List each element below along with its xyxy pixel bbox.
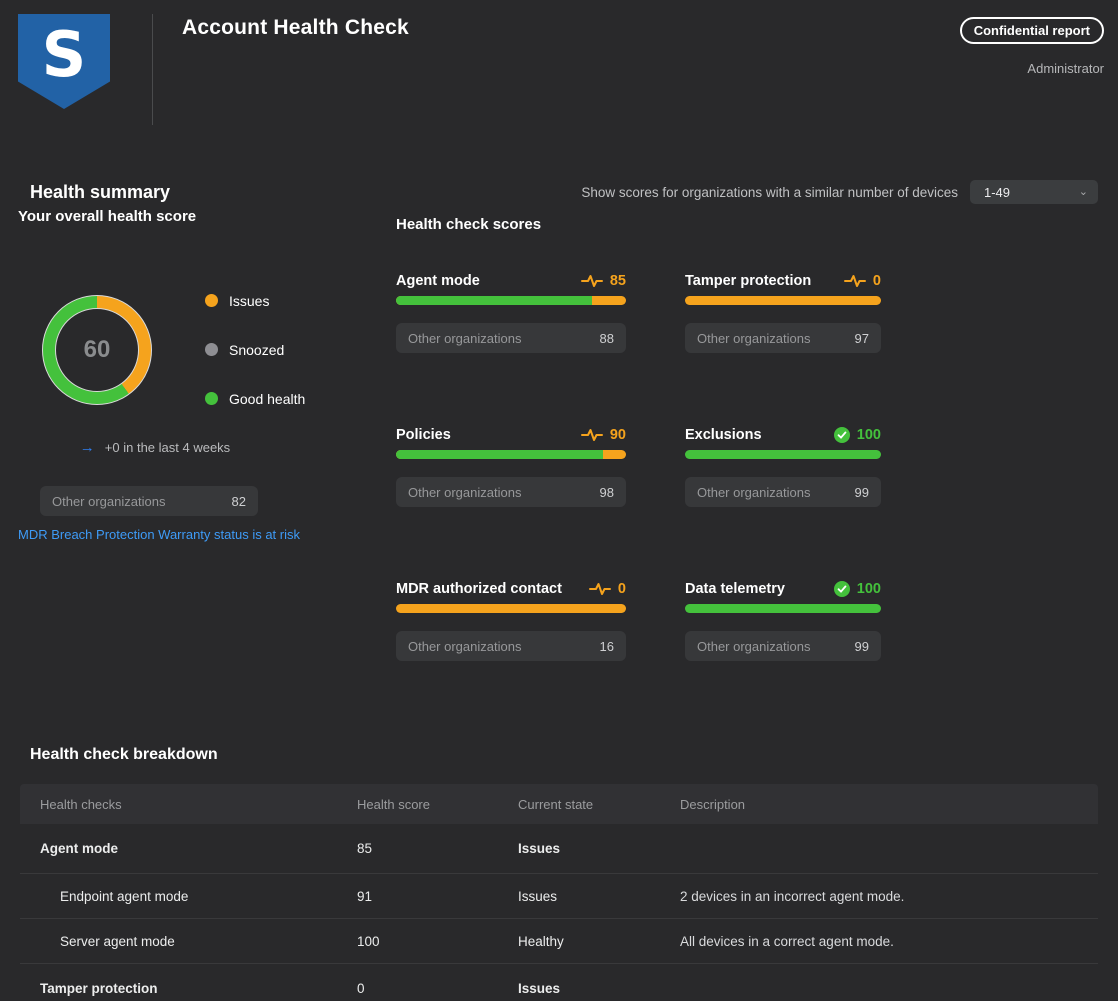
- card-score-value: 85: [610, 273, 626, 289]
- confidential-report-badge: Confidential report: [960, 17, 1104, 44]
- chevron-down-icon: ⌄: [1079, 187, 1088, 198]
- pulse-icon: [581, 428, 603, 442]
- card-score-value: 90: [610, 427, 626, 443]
- donut-center: 60: [55, 308, 139, 392]
- score-bar: [685, 604, 881, 613]
- breakdown-table: Health checks Health score Current state…: [20, 784, 1098, 1001]
- check-circle-icon: [834, 581, 850, 597]
- good-health-dot-icon: [205, 392, 218, 405]
- pulse-icon: [581, 274, 603, 288]
- column-header-health-checks: Health checks: [20, 797, 357, 812]
- issues-dot-icon: [205, 294, 218, 307]
- card-comparison-panel: Other organizations 97: [685, 323, 881, 353]
- score-cards-grid: Agent mode 85 Other organizations 88 Tam…: [396, 271, 881, 661]
- card-comparison-panel: Other organizations 99: [685, 631, 881, 661]
- card-score-value: 0: [873, 273, 881, 289]
- legend-label: Good health: [229, 391, 305, 407]
- breakdown-table-header: Health checks Health score Current state…: [20, 784, 1098, 824]
- card-title: Data telemetry: [685, 581, 785, 597]
- other-organizations-panel: Other organizations 82: [40, 486, 258, 516]
- card-comparison-panel: Other organizations 99: [685, 477, 881, 507]
- legend-item-issues: Issues: [205, 292, 305, 309]
- table-row-server-agent-mode: Server agent mode 100 Healthy All device…: [20, 919, 1098, 964]
- health-check-card-tamper-protection: Tamper protection 0 Other organizations …: [685, 271, 881, 353]
- score-bar: [685, 450, 881, 459]
- sophos-logo: S: [18, 14, 110, 109]
- breakdown-heading: Health check breakdown: [30, 746, 218, 764]
- table-row-tamper-protection: Tamper protection 0 Issues: [20, 964, 1098, 1001]
- score-bar: [396, 296, 626, 305]
- card-score-value: 100: [857, 427, 881, 443]
- card-comparison-panel: Other organizations 16: [396, 631, 626, 661]
- overall-health-score-value: 60: [84, 336, 111, 364]
- health-check-card-agent-mode: Agent mode 85 Other organizations 88: [396, 271, 626, 353]
- pulse-icon: [589, 582, 611, 596]
- card-title: Tamper protection: [685, 273, 811, 289]
- card-title: Policies: [396, 427, 451, 443]
- card-title: Exclusions: [685, 427, 762, 443]
- health-check-card-mdr-authorized-contact: MDR authorized contact 0 Other organizat…: [396, 579, 626, 661]
- health-summary-heading: Health summary: [30, 182, 170, 203]
- other-organizations-label: Other organizations: [52, 494, 165, 509]
- health-check-card-data-telemetry: Data telemetry 100 Other organizations 9…: [685, 579, 881, 661]
- card-title: Agent mode: [396, 273, 480, 289]
- column-header-current-state: Current state: [518, 797, 680, 812]
- pulse-icon: [844, 274, 866, 288]
- score-bar: [396, 604, 626, 613]
- check-circle-icon: [834, 427, 850, 443]
- health-check-card-exclusions: Exclusions 100 Other organizations 99: [685, 425, 881, 507]
- device-range-filter: Show scores for organizations with a sim…: [581, 180, 1098, 204]
- trend-text: +0 in the last 4 weeks: [105, 440, 230, 455]
- card-score-value: 0: [618, 581, 626, 597]
- donut-legend: Issues Snoozed Good health: [205, 292, 305, 439]
- card-comparison-panel: Other organizations 98: [396, 477, 626, 507]
- card-score-value: 100: [857, 581, 881, 597]
- page-title: Account Health Check: [182, 16, 409, 40]
- device-range-filter-label: Show scores for organizations with a sim…: [581, 185, 958, 200]
- administrator-label: Administrator: [1027, 61, 1104, 76]
- trend-arrow-icon: →: [80, 440, 95, 455]
- health-check-scores-heading: Health check scores: [396, 216, 541, 233]
- sophos-logo-letter: S: [42, 18, 87, 91]
- card-title: MDR authorized contact: [396, 581, 562, 597]
- table-row-agent-mode: Agent mode 85 Issues: [20, 824, 1098, 874]
- overall-score-subheading: Your overall health score: [18, 208, 196, 225]
- legend-label: Snoozed: [229, 342, 284, 358]
- score-bar: [685, 296, 881, 305]
- score-trend: → +0 in the last 4 weeks: [40, 440, 270, 455]
- device-range-select[interactable]: 1-49 ⌄: [970, 180, 1098, 204]
- snoozed-dot-icon: [205, 343, 218, 356]
- legend-item-snoozed: Snoozed: [205, 341, 305, 358]
- overall-health-donut-chart: 60: [42, 295, 152, 405]
- account-health-check-page: S Account Health Check Confidential repo…: [0, 0, 1118, 1001]
- legend-item-good-health: Good health: [205, 390, 305, 407]
- card-comparison-panel: Other organizations 88: [396, 323, 626, 353]
- column-header-health-score: Health score: [357, 797, 518, 812]
- table-row-endpoint-agent-mode: Endpoint agent mode 91 Issues 2 devices …: [20, 874, 1098, 919]
- health-check-card-policies: Policies 90 Other organizations 98: [396, 425, 626, 507]
- legend-label: Issues: [229, 293, 269, 309]
- other-organizations-value: 82: [232, 494, 246, 509]
- column-header-description: Description: [680, 797, 1098, 812]
- score-bar: [396, 450, 626, 459]
- device-range-selected-value: 1-49: [984, 185, 1010, 200]
- header-divider: [152, 14, 153, 125]
- mdr-warranty-risk-link[interactable]: MDR Breach Protection Warranty status is…: [18, 527, 300, 542]
